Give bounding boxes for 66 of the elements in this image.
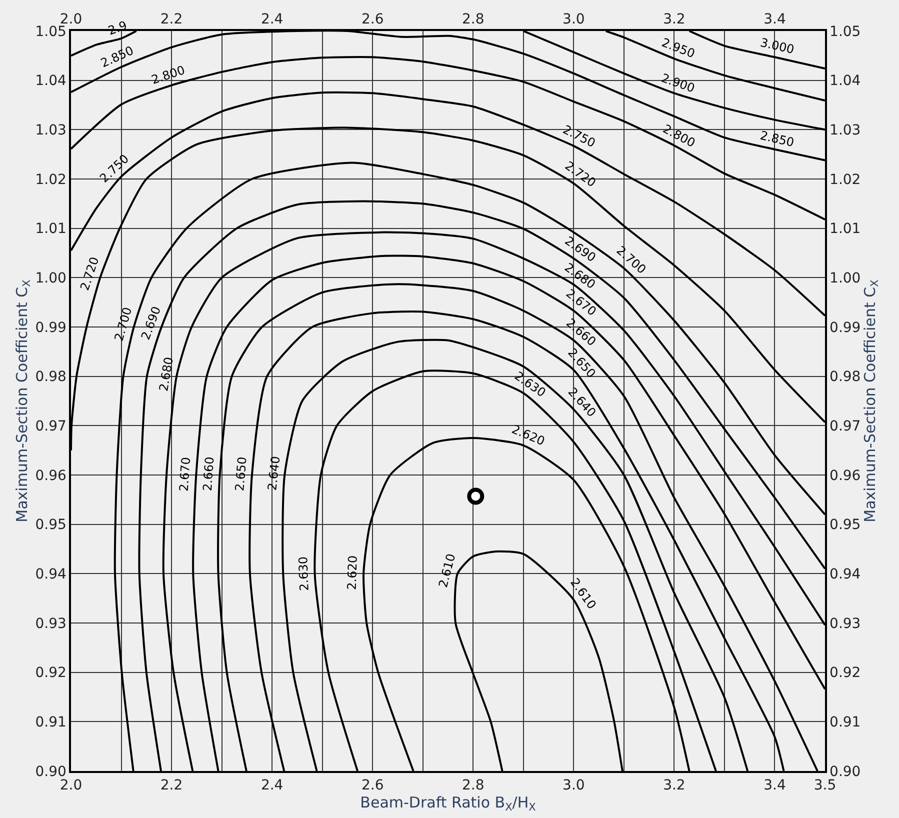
y-tick-label: 1.03 bbox=[35, 122, 66, 139]
y2-tick-label: 1.05 bbox=[830, 24, 861, 40]
y2-tick-label: 1.02 bbox=[830, 172, 861, 188]
y-tick-label: 1.01 bbox=[35, 221, 66, 238]
text: 2.690 bbox=[138, 304, 164, 342]
x-tick-label: 2.4 bbox=[260, 778, 284, 794]
x2-tick-label: 2.8 bbox=[462, 12, 484, 28]
y2-tick-label: 0.92 bbox=[830, 665, 861, 682]
x2-tick-label: 2.4 bbox=[260, 12, 284, 28]
text: 2.650 bbox=[232, 456, 250, 492]
x-tick-label: 3.2 bbox=[663, 778, 686, 794]
y-tick-label: 0.90 bbox=[35, 764, 66, 780]
y2-tick-label: 0.95 bbox=[830, 517, 861, 534]
y2-tick-label: 0.98 bbox=[830, 369, 861, 386]
y-tick-label: 0.98 bbox=[35, 369, 66, 386]
text: 2.670 bbox=[176, 456, 194, 492]
text: 2.620 bbox=[510, 422, 547, 448]
x-tick-label: 3.4 bbox=[764, 778, 786, 794]
y2-tick-label: 0.96 bbox=[830, 468, 861, 484]
x-tick-label: 2.6 bbox=[361, 778, 384, 794]
text: 2.660 bbox=[200, 456, 217, 492]
text: 2.700 bbox=[112, 306, 135, 343]
x2-tick-label: 3.0 bbox=[562, 12, 585, 28]
y-tick-label: 1.00 bbox=[35, 270, 66, 287]
y-tick-label: 0.92 bbox=[35, 665, 66, 682]
y2-tick-label: 0.97 bbox=[830, 418, 861, 435]
x-tick-label: 2.0 bbox=[60, 778, 82, 794]
y-tick-label: 0.99 bbox=[35, 320, 66, 336]
x-tick-label: 3.0 bbox=[562, 778, 585, 794]
text: 3.000 bbox=[758, 35, 796, 57]
text: 2.640 bbox=[265, 456, 283, 492]
y2-tick-label: 0.90 bbox=[830, 764, 861, 780]
x-tick-label: 2.8 bbox=[462, 778, 484, 794]
x2-tick-label: 3.2 bbox=[663, 12, 686, 28]
y-tick-label: 0.96 bbox=[35, 468, 67, 484]
y2-tick-label: 1.00 bbox=[830, 270, 861, 287]
x-tick-label: 2.2 bbox=[160, 778, 183, 794]
y-tick-label: 0.95 bbox=[35, 517, 66, 534]
x-tick-label: 3.5 bbox=[814, 778, 836, 794]
y2-tick-label: 0.93 bbox=[830, 616, 861, 632]
x2-tick-label: 2.2 bbox=[160, 12, 183, 28]
x2-tick-label: 2.6 bbox=[361, 12, 384, 28]
y2-tick-label: 1.04 bbox=[830, 73, 861, 90]
y-tick-label: 0.93 bbox=[35, 616, 66, 632]
y-tick-label: 0.91 bbox=[35, 714, 66, 731]
text: 2.680 bbox=[156, 356, 176, 392]
y-tick-label: 1.05 bbox=[35, 24, 66, 40]
y-tick-label: 1.04 bbox=[35, 73, 67, 90]
text: 2.630 bbox=[296, 556, 312, 592]
text: 2.850 bbox=[758, 128, 796, 150]
text: 2.950 bbox=[660, 35, 697, 61]
y-tick-label: 0.94 bbox=[35, 566, 67, 583]
y-tick-label: 1.02 bbox=[35, 172, 66, 188]
x2-tick-label: 3.4 bbox=[764, 12, 786, 28]
text: 2.800 bbox=[150, 62, 187, 87]
y2-tick-label: 0.99 bbox=[830, 320, 861, 336]
y2-tick-label: 0.91 bbox=[830, 714, 861, 731]
y2-tick-label: 1.01 bbox=[830, 221, 861, 238]
y2-tick-label: 1.03 bbox=[830, 122, 861, 139]
text: 2.720 bbox=[78, 255, 102, 292]
y-tick-label: 0.97 bbox=[35, 418, 66, 435]
y2-tick-label: 0.94 bbox=[830, 566, 861, 583]
x-axis-title: Beam-Draft Ratio B$_{X}$/H$_{X}$ bbox=[360, 794, 536, 814]
text: 2.620 bbox=[344, 555, 360, 590]
text: 2.900 bbox=[660, 70, 697, 96]
text: 2.610 bbox=[436, 552, 458, 590]
